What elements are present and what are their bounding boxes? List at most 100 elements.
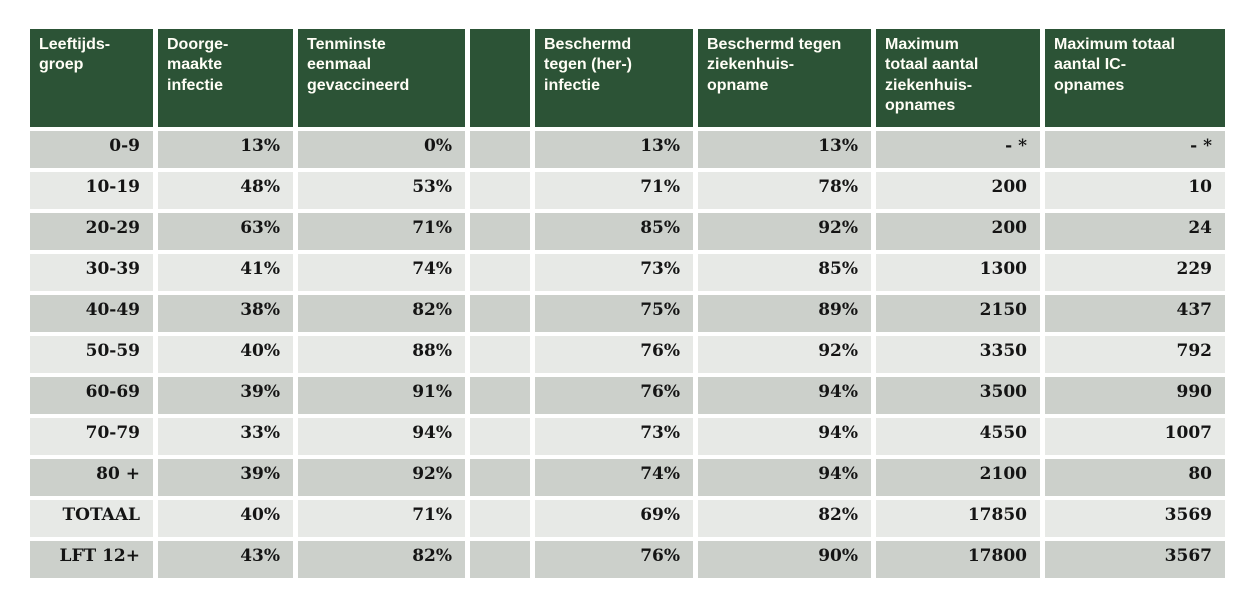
table-row: 40-49 38% 82% 75% 89% 2150 437 bbox=[30, 295, 1225, 332]
value-cell: 3567 bbox=[1045, 541, 1225, 578]
value-cell: 69% bbox=[535, 500, 693, 537]
value-cell: 40% bbox=[158, 336, 293, 373]
row-label-cell: 80 + bbox=[30, 459, 153, 496]
value-cell: 82% bbox=[298, 541, 465, 578]
col-header-eenmaal-gevaccineerd: Tenminste eenmaal gevaccineerd bbox=[298, 29, 465, 127]
table-row: 50-59 40% 88% 76% 92% 3350 792 bbox=[30, 336, 1225, 373]
table-row: 80 +39% 92% 74% 94% 2100 80 bbox=[30, 459, 1225, 496]
value-cell bbox=[470, 213, 530, 250]
row-label-cell: 60-69 bbox=[30, 377, 153, 414]
value-cell: 43% bbox=[158, 541, 293, 578]
value-cell: 437 bbox=[1045, 295, 1225, 332]
value-cell: 200 bbox=[876, 213, 1040, 250]
value-cell: 33% bbox=[158, 418, 293, 455]
value-cell: 71% bbox=[298, 500, 465, 537]
value-cell: 13% bbox=[158, 131, 293, 168]
value-cell bbox=[470, 254, 530, 291]
col-header-beschermd-ziekenhuisopname: Beschermd tegen ziekenhuis- opname bbox=[698, 29, 871, 127]
table-row: 30-39 41% 74% 73% 85% 1300 229 bbox=[30, 254, 1225, 291]
table-row: TOTAAL 40% 71% 69% 82% 17850 3569 bbox=[30, 500, 1225, 537]
table-body: 0-9 13% 0% 13% 13% - * - * 10-19 48% 53% 71% 78% 200… bbox=[30, 131, 1225, 578]
table-row: 60-69 39% 91% 76% 94% 3500 990 bbox=[30, 377, 1225, 414]
value-cell: 76% bbox=[535, 336, 693, 373]
row-label-cell: LFT 12+ bbox=[30, 541, 153, 578]
value-cell: 92% bbox=[698, 336, 871, 373]
value-cell: 92% bbox=[298, 459, 465, 496]
value-cell: 1007 bbox=[1045, 418, 1225, 455]
value-cell: 48% bbox=[158, 172, 293, 209]
value-cell: 1300 bbox=[876, 254, 1040, 291]
value-cell: 94% bbox=[298, 418, 465, 455]
value-cell: 13% bbox=[535, 131, 693, 168]
value-cell: 41% bbox=[158, 254, 293, 291]
col-header-doorgemaakte-infectie: Doorge- maakte infectie bbox=[158, 29, 293, 127]
row-label-cell: 50-59 bbox=[30, 336, 153, 373]
value-cell: 71% bbox=[298, 213, 465, 250]
table-row: 0-9 13% 0% 13% 13% - * - * bbox=[30, 131, 1225, 168]
value-cell: 229 bbox=[1045, 254, 1225, 291]
value-cell bbox=[470, 541, 530, 578]
value-cell bbox=[470, 131, 530, 168]
table-row: 10-19 48% 53% 71% 78% 200 10 bbox=[30, 172, 1225, 209]
value-cell: 94% bbox=[698, 377, 871, 414]
col-header-max-ic-opnames: Maximum totaal aantal IC- opnames bbox=[1045, 29, 1225, 127]
value-cell: 13% bbox=[698, 131, 871, 168]
table-row: 20-29 63% 71% 85% 92% 200 24 bbox=[30, 213, 1225, 250]
value-cell: 76% bbox=[535, 541, 693, 578]
value-cell: 4550 bbox=[876, 418, 1040, 455]
value-cell: 40% bbox=[158, 500, 293, 537]
value-cell: 3500 bbox=[876, 377, 1040, 414]
value-cell: 63% bbox=[158, 213, 293, 250]
value-cell: 0% bbox=[298, 131, 465, 168]
value-cell: - * bbox=[1045, 131, 1225, 168]
value-cell: 82% bbox=[698, 500, 871, 537]
value-cell: 82% bbox=[298, 295, 465, 332]
value-cell bbox=[470, 418, 530, 455]
vaccination-statistics-table: Leeftijds- groep Doorge- maakte infectie… bbox=[25, 25, 1230, 582]
value-cell: 88% bbox=[298, 336, 465, 373]
value-cell: 73% bbox=[535, 418, 693, 455]
value-cell: 71% bbox=[535, 172, 693, 209]
value-cell: 17850 bbox=[876, 500, 1040, 537]
row-label-cell: 0-9 bbox=[30, 131, 153, 168]
col-header-max-ziekenhuisopnames: Maximum totaal aantal ziekenhuis- opname… bbox=[876, 29, 1040, 127]
value-cell: 38% bbox=[158, 295, 293, 332]
row-label-cell: TOTAAL bbox=[30, 500, 153, 537]
value-cell: 17800 bbox=[876, 541, 1040, 578]
value-cell: 78% bbox=[698, 172, 871, 209]
value-cell: 24 bbox=[1045, 213, 1225, 250]
value-cell: 89% bbox=[698, 295, 871, 332]
row-label-cell: 10-19 bbox=[30, 172, 153, 209]
value-cell: 85% bbox=[535, 213, 693, 250]
col-header-leeftijdsgroep: Leeftijds- groep bbox=[30, 29, 153, 127]
value-cell bbox=[470, 459, 530, 496]
value-cell: 74% bbox=[535, 459, 693, 496]
value-cell: 53% bbox=[298, 172, 465, 209]
value-cell bbox=[470, 336, 530, 373]
value-cell: 80 bbox=[1045, 459, 1225, 496]
value-cell: 2150 bbox=[876, 295, 1040, 332]
value-cell: 10 bbox=[1045, 172, 1225, 209]
value-cell bbox=[470, 295, 530, 332]
value-cell: 94% bbox=[698, 459, 871, 496]
row-label-cell: 20-29 bbox=[30, 213, 153, 250]
table-row: 70-79 33% 94% 73% 94% 4550 1007 bbox=[30, 418, 1225, 455]
value-cell: - * bbox=[876, 131, 1040, 168]
value-cell: 91% bbox=[298, 377, 465, 414]
col-header-beschermd-herinfectie: Beschermd tegen (her-) infectie bbox=[535, 29, 693, 127]
value-cell: 3569 bbox=[1045, 500, 1225, 537]
value-cell: 75% bbox=[535, 295, 693, 332]
value-cell: 792 bbox=[1045, 336, 1225, 373]
value-cell: 2100 bbox=[876, 459, 1040, 496]
value-cell: 74% bbox=[298, 254, 465, 291]
row-label-cell: 70-79 bbox=[30, 418, 153, 455]
value-cell: 39% bbox=[158, 377, 293, 414]
row-label-cell: 40-49 bbox=[30, 295, 153, 332]
table-header: Leeftijds- groep Doorge- maakte infectie… bbox=[30, 29, 1225, 127]
value-cell: 92% bbox=[698, 213, 871, 250]
value-cell bbox=[470, 377, 530, 414]
table-row: LFT 12+ 43% 82% 76% 90% 17800 3567 bbox=[30, 541, 1225, 578]
value-cell: 3350 bbox=[876, 336, 1040, 373]
value-cell: 990 bbox=[1045, 377, 1225, 414]
